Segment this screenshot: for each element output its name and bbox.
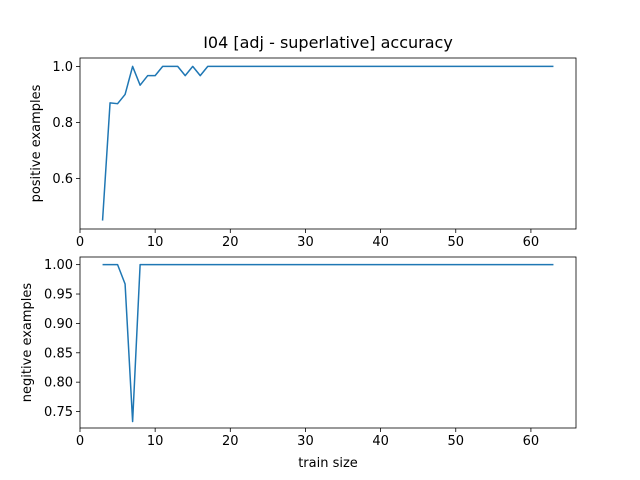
y-tick-label: 0.6 bbox=[52, 172, 73, 187]
x-tick-label: 20 bbox=[222, 235, 239, 250]
top-panel: 0 10 20 30 40 50 60 0.6 0.8 1.0 positive examples bbox=[29, 57, 577, 250]
series-line-0-0 bbox=[101, 65, 554, 221]
x-axis-label: train size bbox=[298, 456, 358, 471]
y-axis-label: positive examples bbox=[29, 84, 44, 202]
x-tick-label: 60 bbox=[523, 434, 540, 449]
y-tick-label: 1.00 bbox=[44, 258, 73, 273]
x-tick-label: 30 bbox=[297, 434, 314, 449]
y-axis-label: negitive examples bbox=[20, 283, 35, 403]
chart-title: I04 [adj - superlative] accuracy bbox=[203, 33, 453, 52]
x-tick-label: 30 bbox=[297, 235, 314, 250]
axes-frame bbox=[79, 57, 577, 230]
series-line-1-0 bbox=[102, 263, 554, 423]
y-tick-label: 0.75 bbox=[44, 405, 73, 420]
x-tick-label: 0 bbox=[76, 434, 84, 449]
y-tick-label: 0.80 bbox=[44, 376, 73, 391]
y-tick-label: 1.0 bbox=[52, 60, 73, 75]
x-tick-label: 60 bbox=[523, 235, 540, 250]
y-tick-label: 0.95 bbox=[44, 288, 73, 303]
x-tick-label: 40 bbox=[372, 434, 389, 449]
x-tick-label: 50 bbox=[447, 235, 464, 250]
x-tick-label: 10 bbox=[147, 235, 164, 250]
y-tick-label: 0.85 bbox=[44, 346, 73, 361]
y-tick-label: 0.90 bbox=[44, 317, 73, 332]
x-tick-label: 0 bbox=[76, 235, 84, 250]
x-tick-label: 40 bbox=[372, 235, 389, 250]
y-tick-label: 0.8 bbox=[52, 116, 73, 131]
bottom-panel: 0 10 20 30 40 50 60 0.75 0.80 0.85 0.90 0.95 1.00 neg… bbox=[20, 256, 577, 471]
x-tick-label: 10 bbox=[147, 434, 164, 449]
x-tick-label: 20 bbox=[222, 434, 239, 449]
x-tick-label: 50 bbox=[447, 434, 464, 449]
axes-frame bbox=[79, 256, 577, 429]
